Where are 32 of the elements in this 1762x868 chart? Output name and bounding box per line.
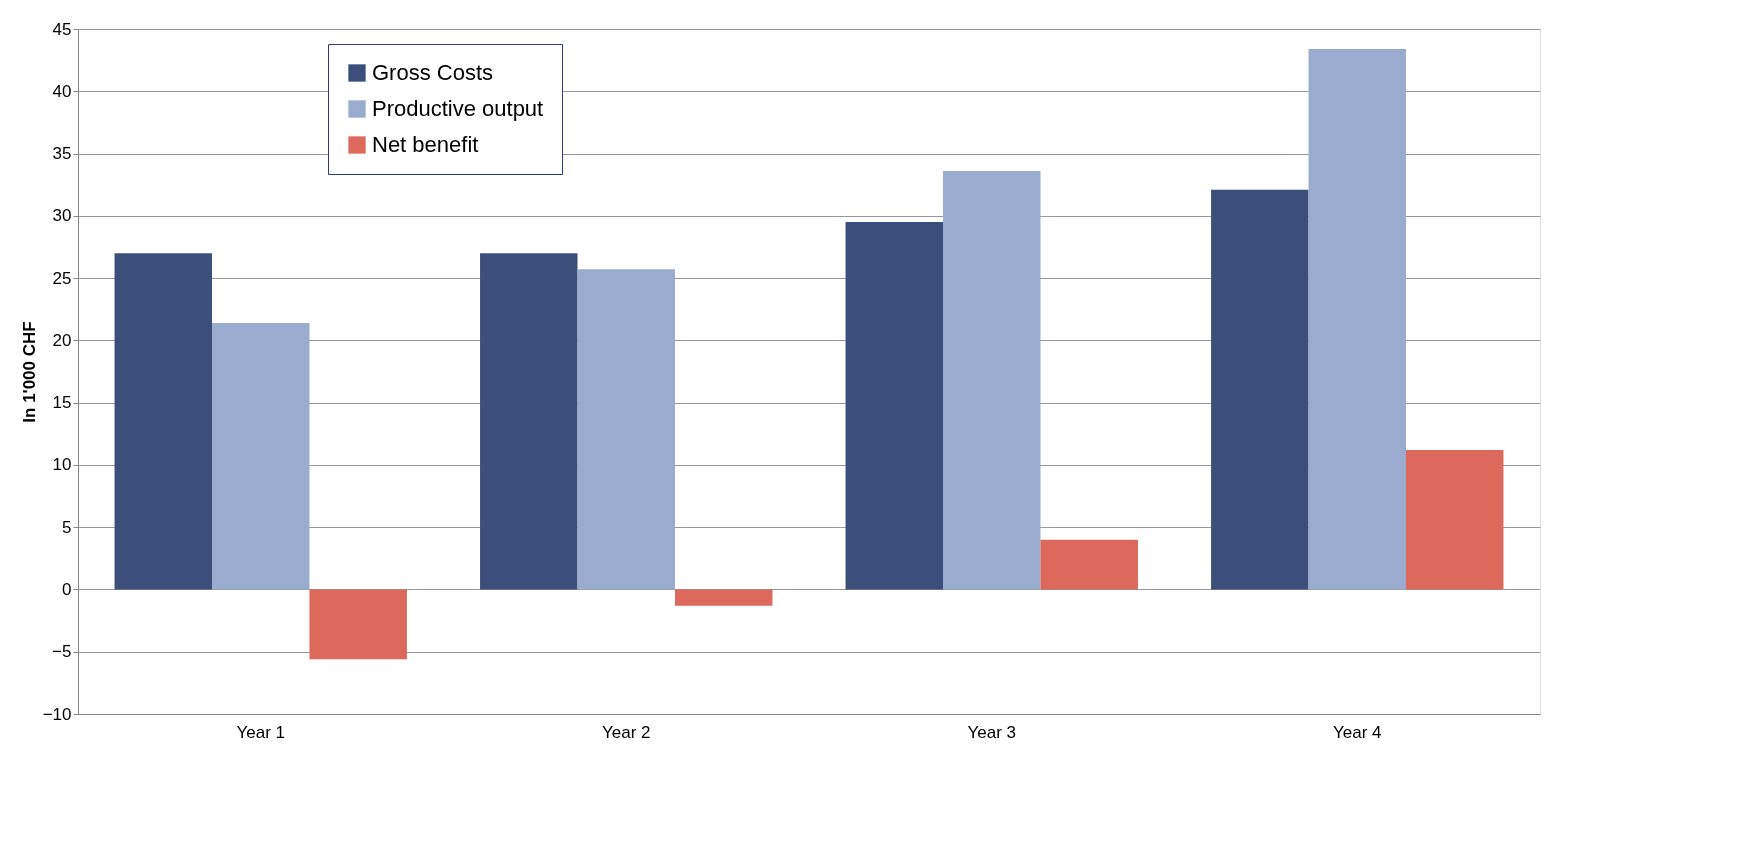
bar bbox=[480, 253, 578, 590]
bar bbox=[845, 222, 944, 590]
x-tick-label: Year 3 bbox=[967, 722, 1017, 742]
y-tick-label: 20 bbox=[52, 330, 72, 350]
y-tick-label: 5 bbox=[62, 517, 72, 537]
y-tick-label: 0 bbox=[62, 579, 72, 599]
bar bbox=[1308, 48, 1406, 590]
bar bbox=[114, 253, 213, 590]
x-tick-label: Year 2 bbox=[601, 722, 651, 742]
bar bbox=[212, 322, 310, 590]
y-tick-label: 45 bbox=[52, 19, 72, 39]
y-tick-label: 30 bbox=[52, 206, 72, 226]
bar bbox=[577, 269, 675, 590]
x-tick-label: Year 4 bbox=[1332, 722, 1382, 742]
bar bbox=[1211, 189, 1309, 590]
bar bbox=[943, 170, 1041, 590]
y-tick-label: −10 bbox=[42, 704, 72, 724]
bar bbox=[309, 589, 407, 660]
bar bbox=[1405, 449, 1504, 590]
x-tick-label: Year 1 bbox=[236, 722, 286, 742]
legend-label: Productive output bbox=[372, 96, 544, 121]
y-axis-title: In 1'000 CHF bbox=[19, 321, 39, 423]
y-tick-label: 10 bbox=[52, 455, 72, 475]
y-tick-label: 25 bbox=[52, 268, 72, 288]
legend-label: Net benefit bbox=[372, 132, 479, 157]
y-tick-label: −5 bbox=[52, 642, 72, 662]
y-tick-label: 35 bbox=[52, 144, 72, 164]
bar bbox=[674, 589, 773, 606]
legend-label: Gross Costs bbox=[372, 60, 494, 85]
y-tick-label: 15 bbox=[52, 393, 72, 413]
y-tick-label: 40 bbox=[52, 81, 72, 101]
bar bbox=[1040, 539, 1138, 590]
